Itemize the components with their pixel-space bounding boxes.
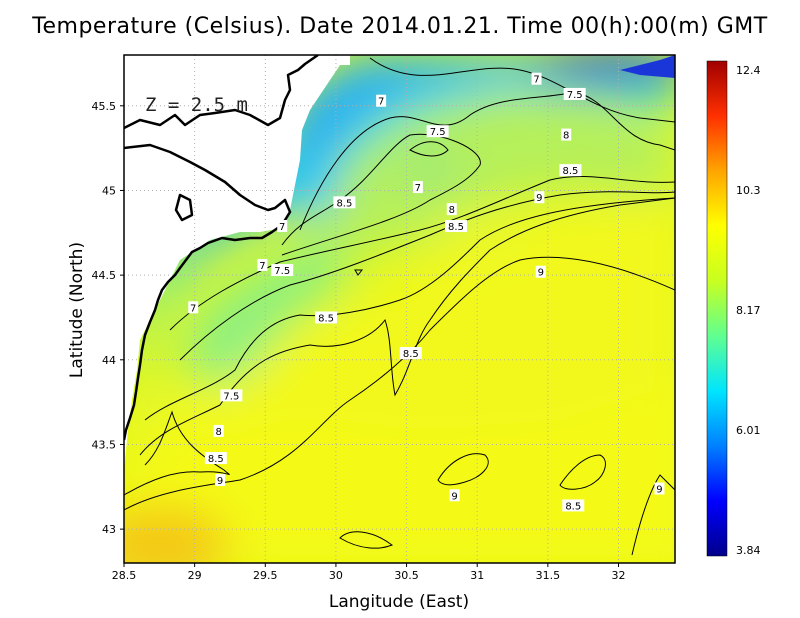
colorbar-labels: 12.4 10.3 8.17 6.01 3.84	[736, 64, 761, 557]
plot-frame	[123, 54, 676, 564]
x-tick-label: 30	[329, 569, 343, 582]
x-tick-label: 31.5	[536, 569, 561, 582]
contour-label-bg	[257, 258, 268, 271]
contour-label: 8	[215, 427, 221, 438]
x-axis-ticks: 28.5 29 29.5 30 30.5 31 31.5 32	[112, 563, 625, 582]
colorbar-label: 10.3	[736, 184, 761, 197]
x-tick-label: 30.5	[394, 569, 419, 582]
contour-label-bg	[213, 424, 224, 437]
depth-label: Z = 2.5 m	[145, 94, 248, 116]
contour-label-bg	[535, 265, 546, 278]
contour-label-bg	[412, 181, 423, 194]
contour-label-bg	[220, 389, 243, 402]
land-area	[124, 55, 350, 470]
contour-label-bg	[399, 347, 422, 360]
grid-lines	[124, 55, 675, 563]
contour-label: 9	[536, 193, 542, 204]
contour-label: 8.5	[565, 501, 581, 512]
contour-label-bg	[561, 128, 572, 141]
contour-label: 8	[563, 131, 569, 142]
contour-label: 7.5	[567, 90, 583, 101]
x-tick-label: 28.5	[112, 569, 137, 582]
contour-label: 8.5	[336, 198, 352, 209]
colorbar-label: 3.84	[736, 544, 761, 557]
contour-label-bg	[204, 452, 227, 465]
contour-label-bg	[562, 499, 585, 512]
contour-label-bg	[271, 264, 294, 277]
contour-label-bg	[445, 220, 468, 233]
x-tick-label: 29	[188, 569, 202, 582]
y-tick-label: 43.5	[92, 438, 117, 451]
y-tick-label: 45	[102, 184, 116, 197]
contour-label: 8.5	[403, 349, 419, 360]
contour-label-bg	[563, 87, 586, 100]
colorbar-label: 12.4	[736, 64, 761, 77]
y-tick-label: 43	[102, 523, 116, 536]
contour-label-bg	[534, 191, 545, 204]
contour-label: 7.5	[274, 266, 290, 277]
contour-label: 7	[415, 183, 421, 194]
x-tick-label: 31	[470, 569, 484, 582]
contour-label: 8	[449, 205, 455, 216]
contour-label-bg	[449, 489, 460, 502]
x-tick-label: 32	[611, 569, 625, 582]
contour-label: 9	[217, 476, 223, 487]
contour-label-bg	[315, 311, 338, 324]
contour-label-bg	[446, 203, 457, 216]
y-tick-label: 45.5	[92, 100, 117, 113]
y-axis-label: Latitude (North)	[67, 242, 87, 378]
y-tick-label: 44.5	[92, 269, 117, 282]
contour-label: 9	[538, 268, 544, 279]
contour-label: 8.5	[448, 222, 464, 233]
colorbar-label: 8.17	[736, 304, 761, 317]
contour-label: 7	[533, 75, 539, 86]
contour-label-bg	[333, 196, 356, 209]
contour-label: 7	[279, 222, 285, 233]
contour-label-bg	[277, 220, 288, 233]
contour-label: 7	[190, 303, 196, 314]
y-axis-ticks: 43 43.5 44 44.5 45 45.5	[92, 100, 124, 536]
contour-label-bg	[188, 301, 199, 314]
contour-label: 7	[378, 97, 384, 108]
coastline	[124, 55, 319, 441]
contour-label: 9	[656, 484, 662, 495]
contour-label: 9	[451, 491, 457, 502]
contour-label: 7.5	[223, 391, 239, 402]
contour-label-bg	[531, 72, 542, 85]
x-tick-label: 29.5	[253, 569, 278, 582]
contour-label: 7.5	[430, 127, 446, 138]
contour-label: 7	[259, 261, 265, 272]
colorbar-label: 6.01	[736, 424, 761, 437]
contour-label-bg	[376, 94, 387, 107]
x-axis-label: Langitude (East)	[329, 592, 469, 612]
contour-label-bg	[654, 482, 665, 495]
contour-label-bg	[559, 164, 582, 177]
map-title: Temperature (Celsius). Date 2014.01.21. …	[32, 14, 768, 39]
contour-label-bg	[426, 125, 449, 138]
y-tick-label: 44	[102, 354, 116, 367]
temperature-field	[124, 55, 675, 563]
colorbar: 12.4 10.3 8.17 6.01 3.84	[706, 60, 761, 557]
contour-label: 8.5	[208, 454, 224, 465]
contour-label: 8.5	[562, 166, 578, 177]
colorbar-bar	[706, 60, 728, 557]
contour-label: 8.5	[318, 313, 334, 324]
contour-labels: 7 7.5 7 7.5 8 8.5 9 7 8.5 8 8.5 7 7 7.5 9 7 8.5 8.5 7.5 8 8.…	[188, 72, 665, 512]
contour-label-bg	[215, 474, 226, 487]
